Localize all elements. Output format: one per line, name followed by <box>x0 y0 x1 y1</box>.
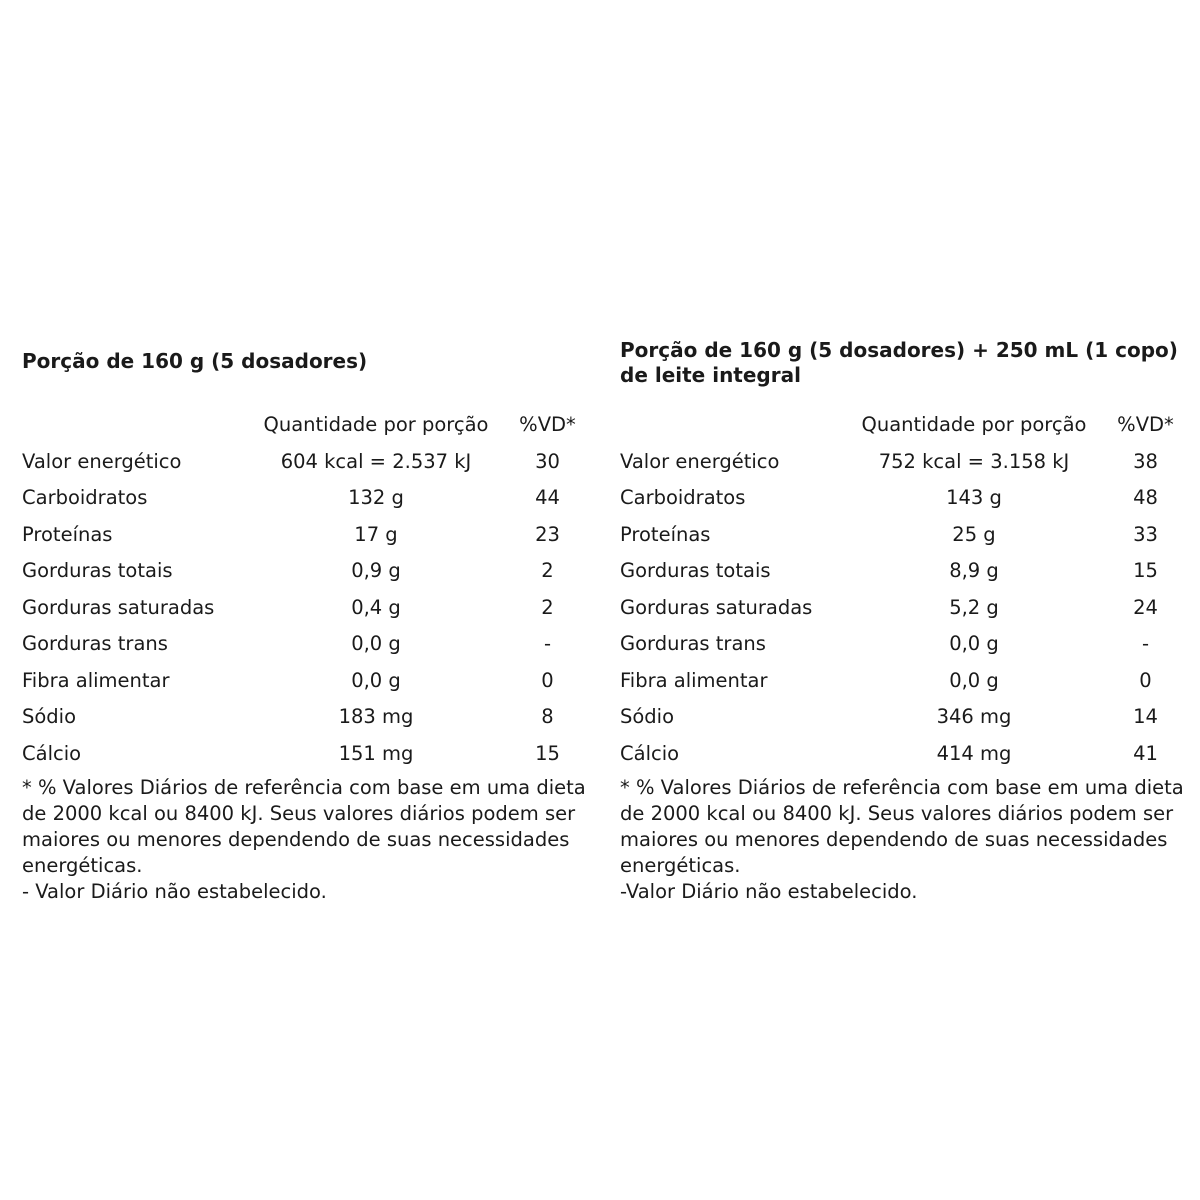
row-label: Valor energético <box>620 449 780 473</box>
row-daily-value: 33 <box>1133 522 1158 546</box>
table-row: Gorduras saturadas 5,2 g 24 <box>620 589 1198 626</box>
table-row: Proteínas 17 g 23 <box>22 516 600 553</box>
row-quantity: 346 mg <box>936 705 1012 729</box>
column-header-quantity: Quantidade por porção <box>861 413 1087 436</box>
row-label: Sódio <box>22 705 77 729</box>
nutrition-table-serving: Porção de 160 g (5 dosadores) Quantidade… <box>22 338 600 905</box>
row-quantity: 752 kcal = 3.158 kJ <box>878 449 1070 473</box>
row-label: Cálcio <box>620 741 680 765</box>
table-row: Valor energético 604 kcal = 2.537 kJ 30 <box>22 443 600 480</box>
table-row: Gorduras totais 8,9 g 15 <box>620 553 1198 590</box>
table-row: Sódio 346 mg 14 <box>620 699 1198 736</box>
row-daily-value: 24 <box>1133 595 1158 619</box>
row-daily-value: 2 <box>541 559 554 583</box>
table-row: Carboidratos 132 g 44 <box>22 480 600 517</box>
row-daily-value: 30 <box>535 449 560 473</box>
table-row: Fibra alimentar 0,0 g 0 <box>620 662 1198 699</box>
column-header-dv: %VD* <box>519 413 576 436</box>
row-daily-value: 44 <box>535 486 560 510</box>
table-row: Proteínas 25 g 33 <box>620 516 1198 553</box>
row-label: Fibra alimentar <box>620 668 768 692</box>
row-daily-value: 15 <box>1133 559 1158 583</box>
row-daily-value: 23 <box>535 522 560 546</box>
row-quantity: 151 mg <box>338 741 414 765</box>
table-header-row: Quantidade por porção %VD* <box>620 406 1198 443</box>
footnote-dash-meaning: -Valor Diário não estabelecido. <box>620 879 918 903</box>
row-quantity: 25 g <box>952 522 996 546</box>
row-daily-value: 38 <box>1133 449 1158 473</box>
row-label: Gorduras trans <box>620 632 766 656</box>
column-header-quantity: Quantidade por porção <box>263 413 489 436</box>
footnote-daily-values: * % Valores Diários de referência com ba… <box>620 775 1184 877</box>
row-daily-value: 0 <box>541 668 554 692</box>
table-row: Gorduras saturadas 0,4 g 2 <box>22 589 600 626</box>
row-label: Cálcio <box>22 741 82 765</box>
row-quantity: 604 kcal = 2.537 kJ <box>280 449 472 473</box>
table-row: Carboidratos 143 g 48 <box>620 480 1198 517</box>
table-row: Fibra alimentar 0,0 g 0 <box>22 662 600 699</box>
table-row: Sódio 183 mg 8 <box>22 699 600 736</box>
table-row: Valor energético 752 kcal = 3.158 kJ 38 <box>620 443 1198 480</box>
row-quantity: 0,0 g <box>949 632 999 656</box>
row-label: Proteínas <box>620 522 711 546</box>
row-quantity: 414 mg <box>936 741 1012 765</box>
row-daily-value: 14 <box>1133 705 1158 729</box>
row-quantity: 5,2 g <box>949 595 999 619</box>
row-quantity: 0,0 g <box>949 668 999 692</box>
table-row: Cálcio 414 mg 41 <box>620 735 1198 772</box>
row-quantity: 0,4 g <box>351 595 401 619</box>
row-daily-value: - <box>543 632 552 656</box>
row-label: Carboidratos <box>620 486 746 510</box>
row-label: Carboidratos <box>22 486 148 510</box>
row-label: Proteínas <box>22 522 113 546</box>
row-quantity: 183 mg <box>338 705 414 729</box>
row-daily-value: 2 <box>541 595 554 619</box>
table-row: Cálcio 151 mg 15 <box>22 735 600 772</box>
column-header-dv: %VD* <box>1117 413 1174 436</box>
table-title: Porção de 160 g (5 dosadores) <box>22 349 368 373</box>
row-quantity: 132 g <box>348 486 404 510</box>
row-daily-value: 15 <box>535 741 560 765</box>
row-daily-value: 41 <box>1133 741 1158 765</box>
row-quantity: 0,0 g <box>351 632 401 656</box>
table-body: Valor energético 752 kcal = 3.158 kJ 38 Car… <box>620 443 1198 772</box>
row-label: Fibra alimentar <box>22 668 170 692</box>
row-label: Gorduras trans <box>22 632 168 656</box>
row-daily-value: 48 <box>1133 486 1158 510</box>
nutrition-table-serving-with-milk: Porção de 160 g (5 dosadores) + 250 mL (… <box>620 338 1198 905</box>
table-row: Gorduras trans 0,0 g - <box>620 626 1198 663</box>
footnote-dash-meaning: - Valor Diário não estabelecido. <box>22 879 327 903</box>
row-daily-value: 0 <box>1139 668 1152 692</box>
row-quantity: 17 g <box>354 522 398 546</box>
row-daily-value: 8 <box>541 705 554 729</box>
nutrition-facts-sheet: Porção de 160 g (5 dosadores) Quantidade… <box>22 338 1184 905</box>
row-label: Gorduras totais <box>22 559 173 583</box>
table-body: Valor energético 604 kcal = 2.537 kJ 30 Car… <box>22 443 600 772</box>
row-quantity: 0,9 g <box>351 559 401 583</box>
row-quantity: 0,0 g <box>351 668 401 692</box>
table-title: Porção de 160 g (5 dosadores) + 250 mL (… <box>620 338 1178 387</box>
row-label: Gorduras saturadas <box>620 595 813 619</box>
row-label: Valor energético <box>22 449 182 473</box>
row-daily-value: - <box>1141 632 1150 656</box>
table-row: Gorduras trans 0,0 g - <box>22 626 600 663</box>
row-label: Gorduras totais <box>620 559 771 583</box>
table-header-row: Quantidade por porção %VD* <box>22 406 600 443</box>
row-quantity: 8,9 g <box>949 559 999 583</box>
row-label: Sódio <box>620 705 675 729</box>
row-label: Gorduras saturadas <box>22 595 215 619</box>
row-quantity: 143 g <box>946 486 1002 510</box>
footnote-daily-values: * % Valores Diários de referência com ba… <box>22 775 586 877</box>
table-row: Gorduras totais 0,9 g 2 <box>22 553 600 590</box>
